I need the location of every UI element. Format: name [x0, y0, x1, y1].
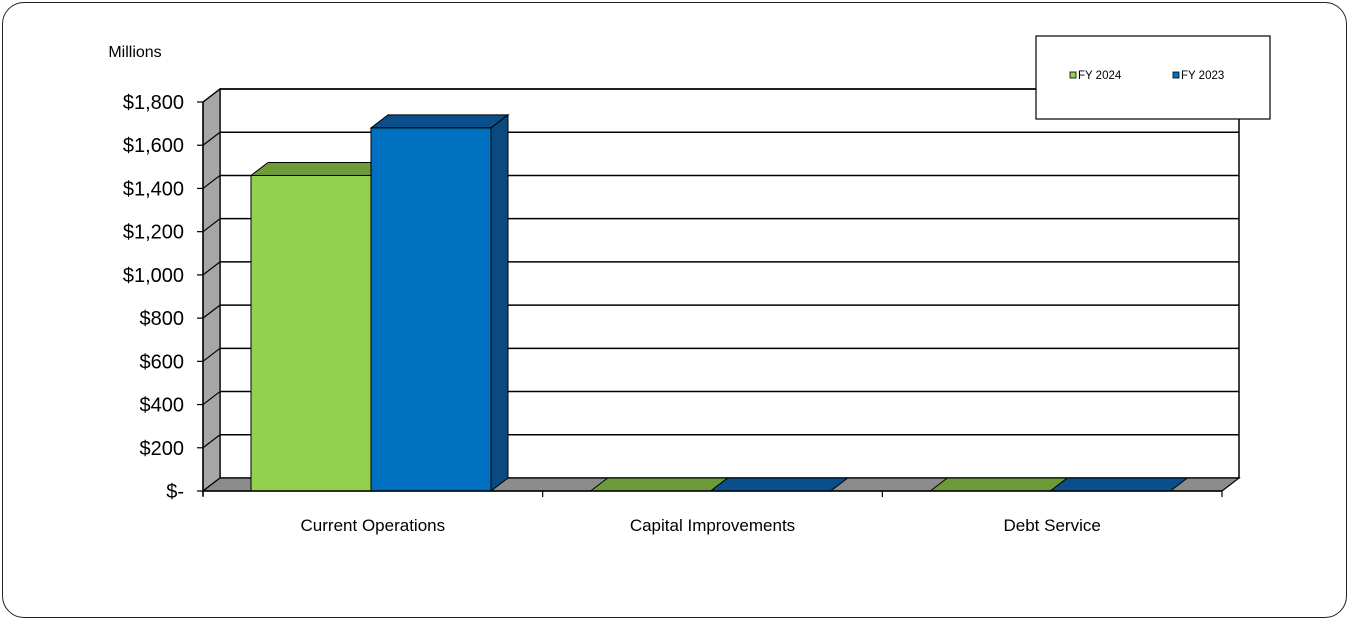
x-tick-label: Capital Improvements — [630, 516, 795, 535]
bar-front — [250, 174, 372, 492]
y-tick-label: $1,400 — [123, 178, 184, 200]
bar-fy-2023-2 — [1048, 477, 1189, 492]
bar-top — [1048, 477, 1189, 492]
legend-swatch — [1172, 71, 1180, 79]
legend-swatch — [1069, 71, 1077, 79]
x-tick-label: Debt Service — [1004, 516, 1101, 535]
bar-top — [709, 477, 850, 492]
y-tick-label: $1,600 — [123, 135, 184, 157]
bar-fy-2024-1 — [589, 477, 730, 492]
bar-fy-2023-1 — [709, 477, 850, 492]
y-tick-label: $- — [166, 481, 184, 503]
bar-fy-2024-2 — [928, 477, 1069, 492]
gridline-side — [202, 304, 221, 319]
legend-label: FY 2023 — [1181, 70, 1224, 82]
bar-front — [370, 127, 492, 492]
legend-label: FY 2024 — [1078, 70, 1122, 82]
y-tick-label: $600 — [140, 351, 185, 373]
bar-top — [928, 477, 1069, 492]
y-tick-label: $1,800 — [123, 92, 184, 114]
x-tick-label: Current Operations — [301, 516, 446, 535]
gridline-side — [202, 391, 221, 406]
y-tick-label: $1,200 — [123, 222, 184, 244]
y-tick-label: $200 — [140, 438, 185, 460]
gridline-side — [202, 347, 221, 362]
y-tick-label: $800 — [140, 308, 185, 330]
bar-top — [589, 477, 730, 492]
gridline-side — [202, 88, 221, 103]
bar-fy-2024-0 — [249, 161, 390, 493]
bar-top — [249, 161, 390, 176]
gridline-side — [202, 218, 221, 233]
gridline-side — [202, 131, 221, 146]
y-tick-label: $1,000 — [123, 265, 184, 287]
side-wall — [202, 87, 221, 493]
gridline-side — [202, 434, 221, 449]
bar-side — [490, 113, 509, 493]
bar-top — [369, 114, 510, 129]
bar-fy-2023-0 — [369, 113, 510, 493]
gridline-side — [202, 261, 221, 276]
y-axis-label: Millions — [108, 44, 161, 61]
y-tick-label: $400 — [140, 395, 185, 417]
gridline-side — [202, 174, 221, 189]
